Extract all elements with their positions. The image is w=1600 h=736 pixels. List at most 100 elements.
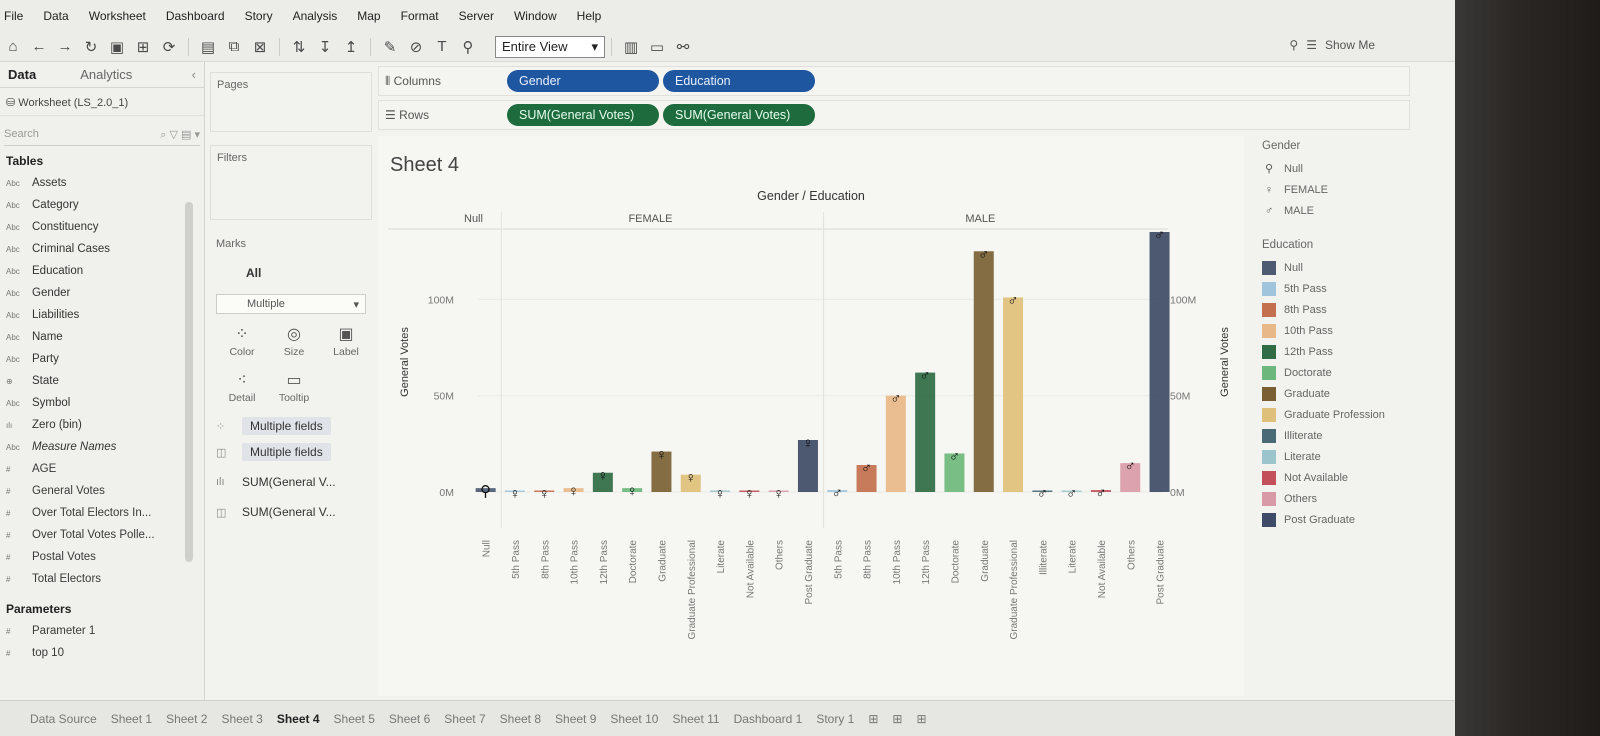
field-item[interactable]: Abc Category: [0, 194, 204, 216]
field-item[interactable]: # Total Electors: [0, 568, 204, 590]
education-legend-item[interactable]: 8th Pass: [1258, 299, 1413, 320]
field-item[interactable]: Abc Liabilities: [0, 304, 204, 326]
education-legend-item[interactable]: Doctorate: [1258, 362, 1413, 383]
education-legend-item[interactable]: Graduate: [1258, 383, 1413, 404]
menu-item-format[interactable]: Format: [400, 9, 439, 23]
new-dashboard-icon[interactable]: ⊞: [892, 711, 903, 726]
pages-card[interactable]: Pages: [210, 72, 372, 132]
highlight-icon[interactable]: ✎: [383, 38, 397, 56]
field-item[interactable]: # AGE: [0, 458, 204, 480]
education-legend-item[interactable]: Null: [1258, 257, 1413, 278]
menu-item-help[interactable]: Help: [576, 9, 602, 23]
sheet-tab[interactable]: Sheet 11: [672, 711, 720, 726]
menu-item-analysis[interactable]: Analysis: [292, 9, 338, 23]
menu-item-data[interactable]: Data: [43, 9, 69, 23]
show-cards-icon[interactable]: ▥: [623, 38, 639, 56]
rows-shelf[interactable]: ☰ Rows SUM(General Votes) SUM(General Vo…: [378, 100, 1410, 130]
marks-field-sum-2[interactable]: ◫ SUM(General V...: [216, 500, 366, 524]
sheet-tab[interactable]: Sheet 5: [333, 711, 375, 726]
education-legend-item[interactable]: 12th Pass: [1258, 341, 1413, 362]
education-legend-item[interactable]: Post Graduate: [1258, 509, 1413, 530]
sheet-tab[interactable]: Sheet 4: [276, 711, 320, 726]
field-item[interactable]: Abc Constituency: [0, 216, 204, 238]
menu-item-window[interactable]: Window: [513, 9, 557, 23]
columns-pill-gender[interactable]: Gender: [507, 70, 659, 92]
scrollbar[interactable]: [185, 202, 193, 562]
back-icon[interactable]: ←: [31, 38, 47, 55]
marks-field-sum-1[interactable]: ılı SUM(General V...: [216, 470, 366, 494]
collapse-icon[interactable]: ‹: [191, 67, 196, 82]
sheet-tab[interactable]: Sheet 8: [499, 711, 542, 726]
duplicate-sheet-icon[interactable]: ⧉: [228, 38, 240, 55]
field-item[interactable]: ılı Zero (bin): [0, 414, 204, 436]
label-icon[interactable]: T: [437, 38, 447, 55]
field-item[interactable]: # Over Total Votes Polle...: [0, 524, 204, 546]
sheet-tab[interactable]: Sheet 6: [388, 711, 431, 726]
search-field[interactable]: Search ⌕ ▽ ▤ ▾: [4, 128, 200, 146]
menu-item-story[interactable]: Story: [244, 9, 273, 23]
sort-asc-icon[interactable]: ↧: [318, 38, 332, 56]
sheet-tab[interactable]: Sheet 10: [610, 711, 659, 726]
field-item[interactable]: Abc Symbol: [0, 392, 204, 414]
sheet-tab[interactable]: Sheet 7: [444, 711, 486, 726]
field-item[interactable]: Abc Party: [0, 348, 204, 370]
color-button[interactable]: ⁘ Color: [216, 324, 268, 358]
sheet-tab[interactable]: Sheet 2: [166, 711, 208, 726]
parameter-item[interactable]: # top 10: [0, 642, 204, 664]
size-button[interactable]: ◎ Size: [268, 324, 320, 358]
forward-icon[interactable]: →: [57, 38, 73, 55]
sheet-tab[interactable]: Data Source: [30, 711, 97, 726]
marks-field-color[interactable]: ⁘ Multiple fields: [216, 414, 366, 438]
field-item[interactable]: ⊕ State: [0, 370, 204, 392]
education-legend-item[interactable]: 10th Pass: [1258, 320, 1413, 341]
menu-item-dashboard[interactable]: Dashboard: [165, 9, 225, 23]
sheet-tab[interactable]: Dashboard 1: [733, 711, 803, 726]
field-item[interactable]: # Over Total Electors In...: [0, 502, 204, 524]
new-story-icon[interactable]: ⊞: [916, 711, 927, 726]
sheet-tab[interactable]: Sheet 1: [110, 711, 153, 726]
presentation-icon[interactable]: ▭: [649, 38, 665, 56]
field-item[interactable]: Abc Gender: [0, 282, 204, 304]
menu-item-map[interactable]: Map: [357, 9, 381, 23]
group-icon[interactable]: ⊘: [409, 38, 423, 56]
columns-pill-education[interactable]: Education: [663, 70, 815, 92]
save-icon[interactable]: ▣: [109, 38, 125, 56]
education-legend-item[interactable]: Literate: [1258, 446, 1413, 467]
swap-icon[interactable]: ⇅: [292, 38, 306, 56]
sheet-tab[interactable]: Sheet 9: [555, 711, 597, 726]
field-item[interactable]: Abc Education: [0, 260, 204, 282]
education-legend-item[interactable]: Illiterate: [1258, 425, 1413, 446]
pin-icon[interactable]: ⚲: [462, 38, 474, 56]
field-item[interactable]: Abc Name: [0, 326, 204, 348]
education-legend-item[interactable]: 5th Pass: [1258, 278, 1413, 299]
education-legend-item[interactable]: Others: [1258, 488, 1413, 509]
redo-icon[interactable]: ↻: [84, 38, 98, 56]
sort-desc-icon[interactable]: ↥: [344, 38, 358, 56]
new-sheet-icon[interactable]: ⊞: [868, 711, 879, 726]
education-legend-item[interactable]: Not Available: [1258, 467, 1413, 488]
field-item[interactable]: Abc Assets: [0, 172, 204, 194]
label-button[interactable]: ▣ Label: [320, 324, 372, 358]
field-item[interactable]: Abc Criminal Cases: [0, 238, 204, 260]
menu-item-file[interactable]: File: [4, 9, 24, 23]
clear-sheet-icon[interactable]: ⊠: [253, 38, 267, 56]
detail-button[interactable]: ⁖ Detail: [216, 370, 268, 404]
columns-shelf[interactable]: ⦀ Columns Gender Education: [378, 66, 1410, 96]
rows-pill-votes-2[interactable]: SUM(General Votes): [663, 104, 815, 126]
rows-pill-votes-1[interactable]: SUM(General Votes): [507, 104, 659, 126]
tab-data[interactable]: Data: [8, 67, 37, 82]
field-item[interactable]: # General Votes: [0, 480, 204, 502]
sheet-tab[interactable]: Story 1: [816, 711, 855, 726]
tab-analytics[interactable]: Analytics: [80, 67, 133, 82]
sheet-tab[interactable]: Sheet 3: [221, 711, 263, 726]
new-datasource-icon[interactable]: ⊞: [136, 38, 150, 56]
show-me-button[interactable]: ⚲ ☰ Show Me: [1289, 38, 1375, 52]
pause-icon[interactable]: ⟳: [162, 38, 176, 56]
share-icon[interactable]: ⚯: [676, 38, 690, 56]
gender-legend-item[interactable]: ♂ MALE: [1258, 200, 1413, 221]
tooltip-button[interactable]: ▭ Tooltip: [268, 370, 320, 404]
mark-type-dropdown[interactable]: Multiple ▾: [216, 294, 366, 314]
fit-dropdown[interactable]: Entire View ▾: [495, 35, 605, 58]
marks-all-label[interactable]: All: [246, 266, 262, 280]
home-icon[interactable]: ⌂: [8, 38, 18, 55]
